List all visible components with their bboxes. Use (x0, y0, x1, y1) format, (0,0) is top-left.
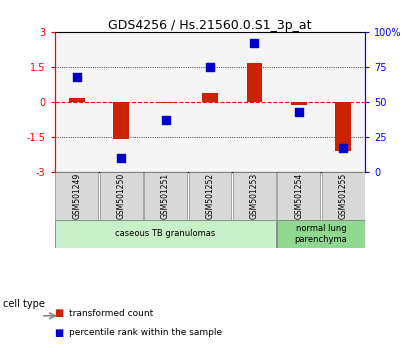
Point (162, 117, 169, 123)
Text: GSM501252: GSM501252 (205, 173, 215, 219)
Bar (336, 102, 351, 151)
Bar (202, 92, 218, 102)
FancyBboxPatch shape (189, 172, 231, 220)
Text: GSM501251: GSM501251 (161, 173, 170, 219)
FancyBboxPatch shape (55, 172, 98, 220)
FancyBboxPatch shape (144, 172, 187, 220)
Bar (113, 102, 129, 139)
Point (295, 109, 302, 114)
Text: GDS4256 / Hs.21560.0.S1_3p_at: GDS4256 / Hs.21560.0.S1_3p_at (108, 19, 312, 33)
Text: percentile rank within the sample: percentile rank within the sample (69, 328, 223, 337)
FancyBboxPatch shape (322, 172, 365, 220)
Text: ■: ■ (55, 328, 64, 338)
Bar (69, 98, 84, 102)
Bar (158, 102, 173, 103)
Text: GSM501253: GSM501253 (250, 173, 259, 219)
Text: GSM501254: GSM501254 (294, 173, 303, 219)
Point (207, 64, 213, 70)
FancyBboxPatch shape (278, 220, 365, 248)
Point (74, 74, 80, 80)
FancyBboxPatch shape (233, 172, 276, 220)
Bar (247, 63, 262, 102)
Text: GSM501249: GSM501249 (72, 173, 81, 219)
Point (251, 40, 258, 46)
Text: normal lung
parenchyma: normal lung parenchyma (294, 224, 347, 244)
Point (340, 145, 346, 151)
Text: transformed count: transformed count (69, 309, 154, 318)
Text: cell type: cell type (3, 299, 45, 309)
Text: ■: ■ (55, 308, 64, 318)
Text: caseous TB granulomas: caseous TB granulomas (116, 229, 216, 238)
Point (118, 155, 125, 161)
FancyBboxPatch shape (278, 172, 320, 220)
FancyBboxPatch shape (55, 220, 276, 248)
Text: GSM501255: GSM501255 (339, 173, 348, 219)
FancyBboxPatch shape (100, 172, 142, 220)
Bar (291, 102, 307, 105)
Text: GSM501250: GSM501250 (117, 173, 126, 219)
